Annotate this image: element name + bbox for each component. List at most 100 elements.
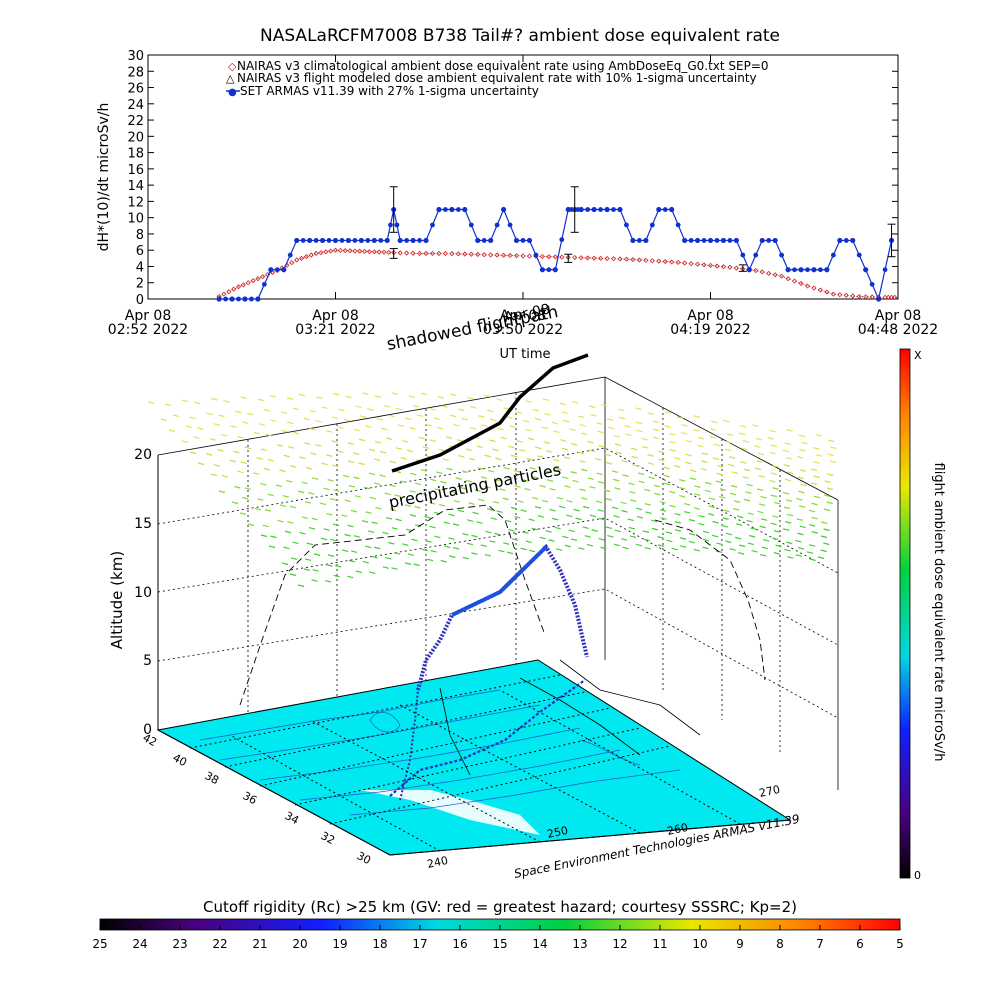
particle-mark — [379, 450, 387, 454]
rigidity-tick-label: 24 — [132, 937, 147, 951]
particle-mark — [263, 408, 271, 412]
armas-point — [468, 222, 474, 228]
particle-mark — [537, 515, 545, 518]
particle-mark — [531, 527, 538, 531]
climatological-point — [817, 287, 823, 293]
particle-mark — [680, 545, 687, 548]
armas-point — [733, 237, 739, 244]
series-climatological — [216, 247, 898, 300]
particle-mark — [385, 556, 392, 560]
particle-mark — [360, 415, 367, 418]
climatological-point — [289, 260, 295, 266]
particle-mark — [267, 493, 274, 497]
particle-mark — [287, 446, 295, 449]
particle-mark — [455, 477, 462, 480]
particle-mark — [461, 417, 468, 421]
particle-mark — [679, 487, 686, 490]
particle-mark — [406, 449, 414, 453]
particle-mark — [367, 408, 374, 411]
particle-mark — [813, 495, 821, 499]
climatological-point — [811, 285, 817, 291]
particle-mark — [442, 458, 449, 461]
particle-mark — [604, 489, 611, 493]
particle-mark — [414, 506, 421, 509]
particle-mark — [358, 462, 365, 466]
particle-mark — [571, 442, 578, 446]
particle-mark — [571, 400, 579, 404]
particle-mark — [797, 532, 804, 536]
particle-mark — [669, 449, 676, 452]
armas-point — [520, 238, 526, 243]
particle-mark — [738, 432, 746, 436]
climatological-point — [381, 249, 387, 255]
particle-mark — [397, 424, 405, 427]
particle-mark — [657, 536, 664, 539]
climatological-point — [688, 261, 694, 267]
particle-mark — [738, 544, 746, 548]
particle-mark — [729, 456, 736, 459]
rigidity-tick-label: 12 — [612, 937, 627, 951]
particle-mark — [817, 556, 825, 560]
particle-mark — [578, 415, 585, 419]
armas-point — [475, 237, 481, 244]
particle-mark — [353, 452, 360, 456]
particle-mark — [264, 509, 272, 512]
particle-mark — [642, 446, 649, 449]
armas-point — [682, 237, 688, 244]
particle-mark — [168, 429, 176, 433]
particle-mark — [665, 531, 673, 535]
armas-point — [701, 238, 707, 243]
particle-mark — [253, 431, 261, 435]
armas-point — [598, 207, 603, 212]
particle-mark — [434, 535, 441, 539]
particle-mark — [369, 571, 376, 574]
particle-mark — [635, 421, 643, 425]
climatological-point — [494, 252, 500, 258]
particle-mark — [235, 410, 242, 414]
climatological-point — [386, 249, 392, 256]
particle-mark — [823, 508, 831, 512]
particle-mark — [787, 556, 794, 559]
particle-mark — [247, 523, 255, 527]
climatological-point — [429, 250, 436, 257]
legend-symbol-dot: ● — [228, 87, 237, 98]
particle-mark — [478, 498, 485, 502]
particle-mark — [683, 510, 691, 514]
armas-point — [339, 238, 345, 243]
particle-mark — [618, 416, 626, 420]
particle-mark — [298, 393, 306, 397]
particle-mark — [189, 451, 197, 455]
particle-mark — [676, 416, 684, 419]
particle-mark — [395, 447, 403, 450]
particle-mark — [701, 452, 709, 456]
particle-mark — [280, 411, 288, 414]
particle-mark — [289, 573, 297, 577]
particle-mark — [710, 428, 717, 431]
particle-mark — [642, 530, 650, 533]
particle-mark — [658, 450, 665, 454]
climatological-point — [785, 276, 791, 282]
particle-mark — [745, 491, 752, 494]
particle-mark — [579, 423, 586, 427]
armas-point — [326, 238, 332, 243]
particle-mark — [654, 492, 661, 496]
particle-mark — [312, 569, 319, 572]
particle-mark — [422, 446, 429, 449]
particle-mark — [449, 414, 457, 418]
particle-mark — [437, 395, 445, 399]
particle-mark — [409, 490, 416, 493]
particle-mark — [399, 480, 406, 484]
armas-point — [837, 237, 843, 244]
particle-mark — [230, 425, 237, 428]
particle-mark — [210, 473, 218, 477]
particle-mark — [680, 537, 687, 540]
rigidity-title: Cutoff rigidity (Rc) >25 km (GV: red = g… — [203, 898, 797, 916]
particle-mark — [820, 535, 828, 539]
particle-mark — [344, 533, 351, 537]
particle-mark — [333, 489, 340, 492]
climatological-point — [294, 257, 300, 263]
legend-entry-climatological: ◇ NAIRAS v3 climatological ambient dose … — [228, 59, 769, 73]
particle-mark — [426, 558, 434, 562]
climatological-point — [539, 253, 545, 260]
climatological-point — [347, 248, 353, 254]
